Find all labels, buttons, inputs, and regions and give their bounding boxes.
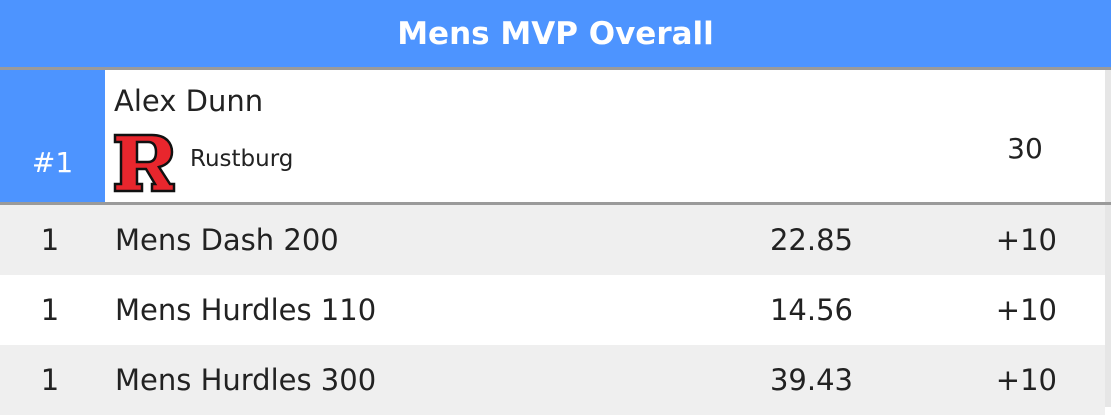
event-name: Mens Hurdles 110 <box>115 293 377 327</box>
team-name[interactable]: Rustburg <box>190 146 294 172</box>
event-mark: 14.56 <box>769 293 853 327</box>
result-row: 1 Mens Hurdles 300 39.43 +10 <box>0 345 1105 415</box>
rank-cell <box>0 70 105 202</box>
team-logo <box>113 133 176 193</box>
place: 1 <box>40 293 60 327</box>
result-row: 1 Mens Dash 200 22.85 +10 <box>0 205 1105 275</box>
event-points: +10 <box>995 363 1057 397</box>
place: 1 <box>40 363 60 397</box>
result-row: 1 Mens Hurdles 110 14.56 +10 <box>0 275 1105 345</box>
event-mark: 39.43 <box>769 363 853 397</box>
scrollbar-track <box>1105 70 1111 407</box>
athlete-name[interactable]: Alex Dunn <box>114 84 264 118</box>
divider <box>0 202 1111 205</box>
event-mark: 22.85 <box>769 223 853 257</box>
place: 1 <box>40 223 60 257</box>
rank: #1 <box>31 146 74 179</box>
total-points: 30 <box>1007 132 1043 165</box>
header-divider <box>0 67 1111 70</box>
event-points: +10 <box>995 223 1057 257</box>
header: Mens MVP Overall <box>0 0 1111 67</box>
header-title: Mens MVP Overall <box>397 15 714 52</box>
event-name: Mens Dash 200 <box>115 223 339 257</box>
event-name: Mens Hurdles 300 <box>115 363 377 397</box>
event-points: +10 <box>995 293 1057 327</box>
